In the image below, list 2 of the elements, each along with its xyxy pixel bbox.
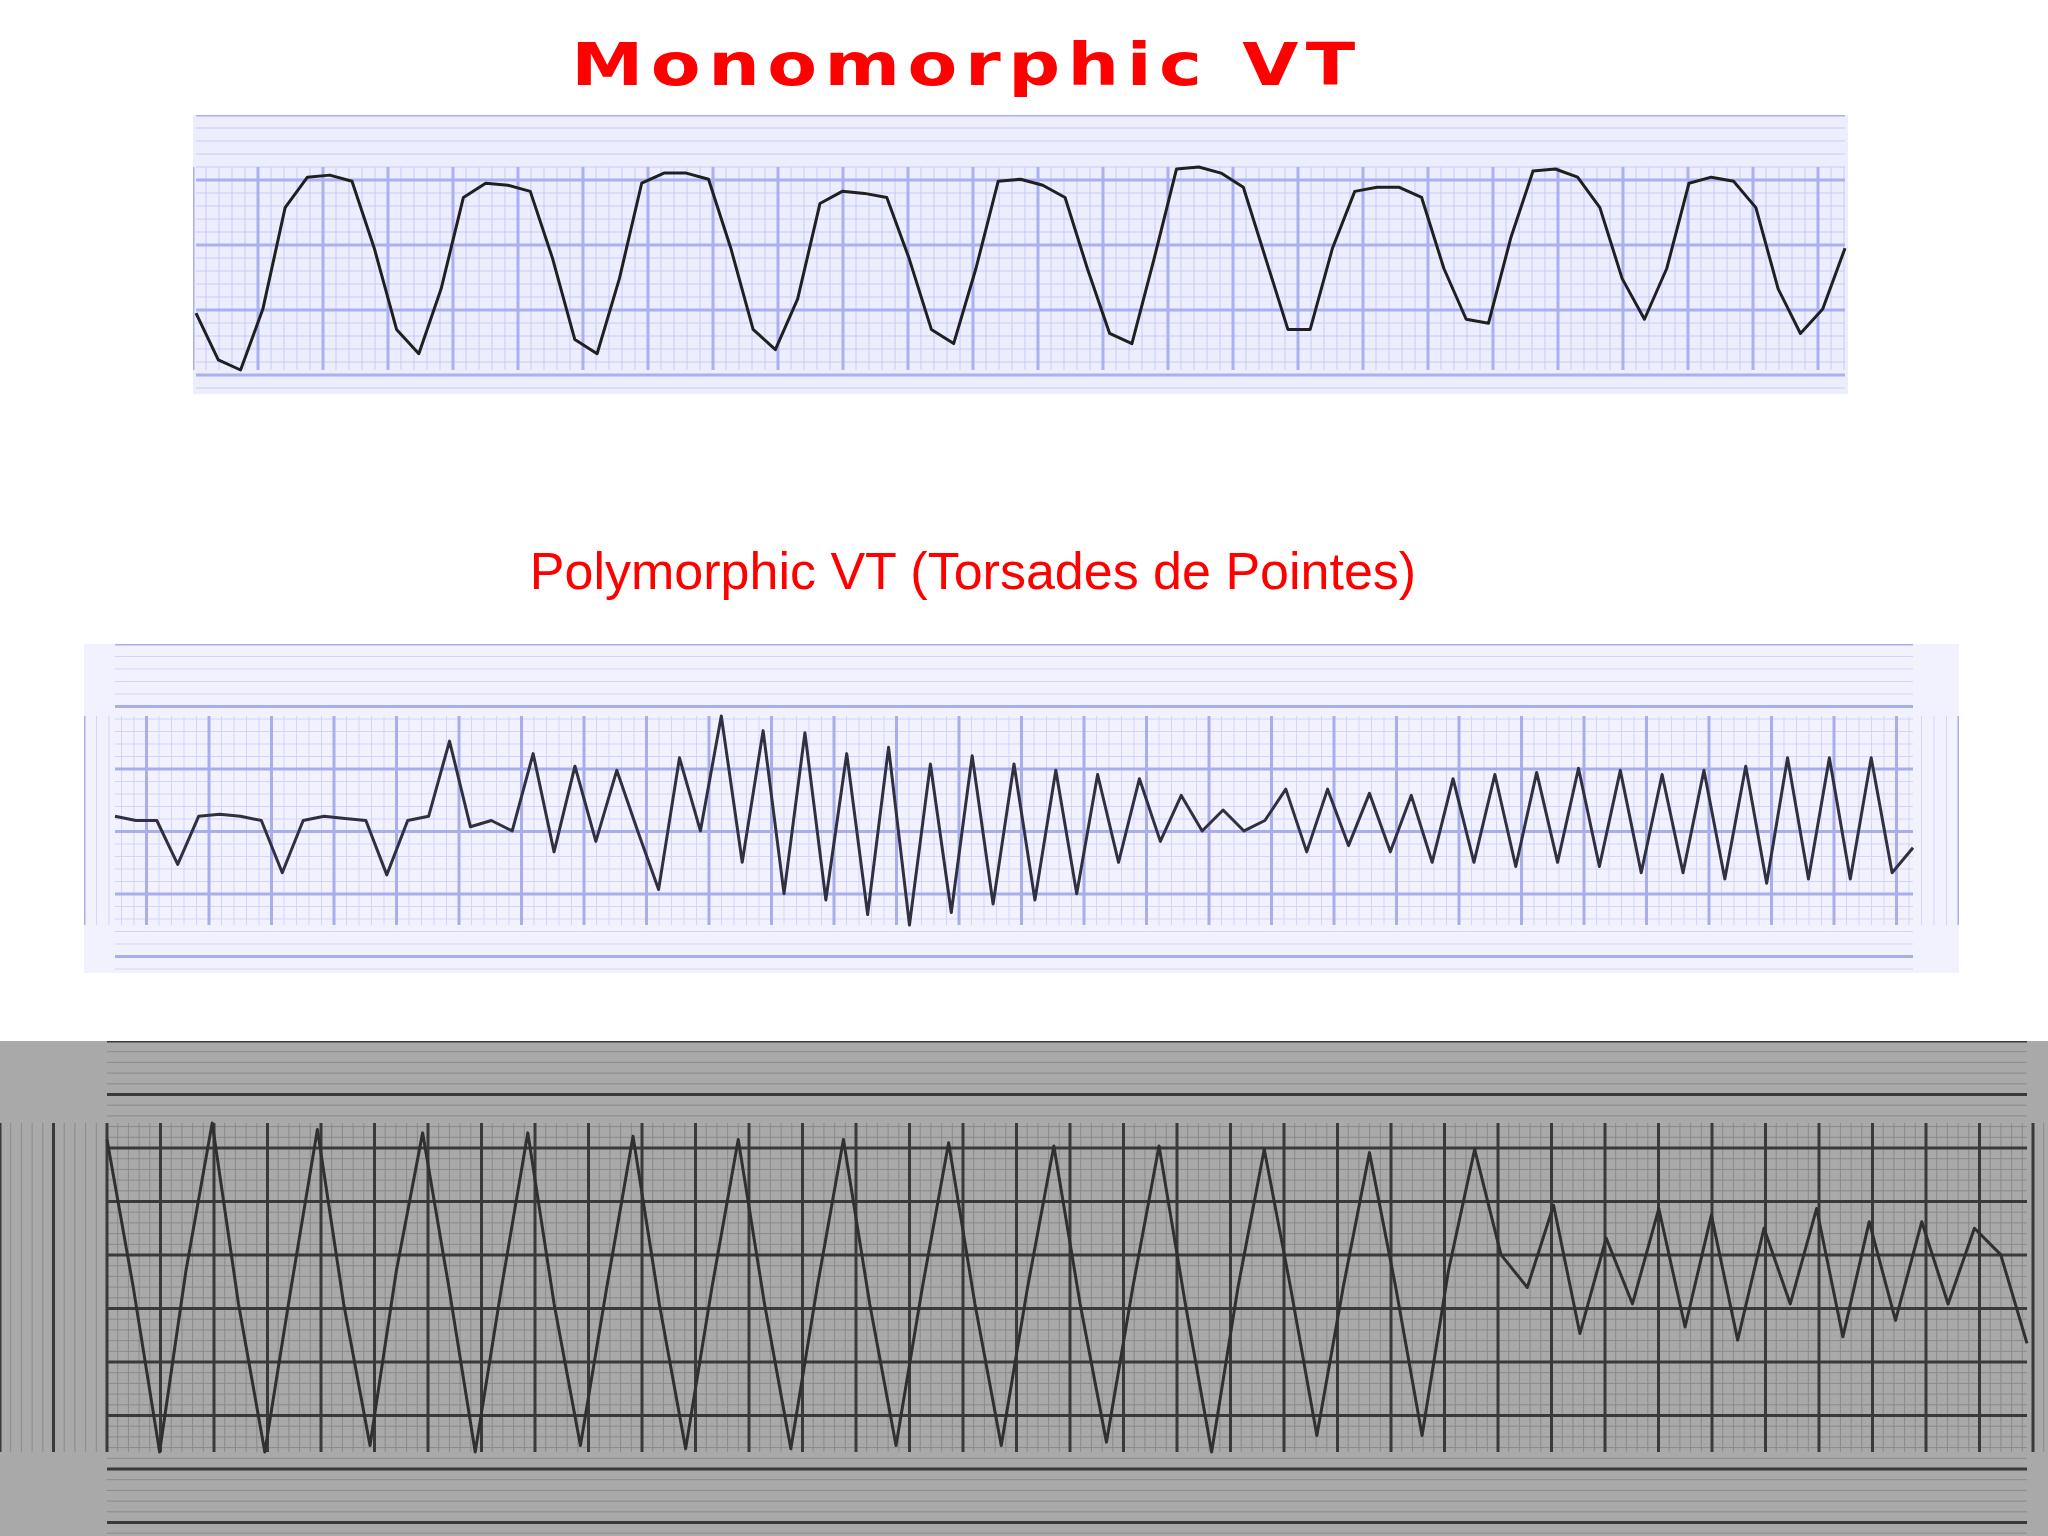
chart-title: Polymorphic VT (Torsades de Pointes)	[528, 541, 1418, 602]
chart-title: Monomorphic VT	[570, 30, 1364, 101]
